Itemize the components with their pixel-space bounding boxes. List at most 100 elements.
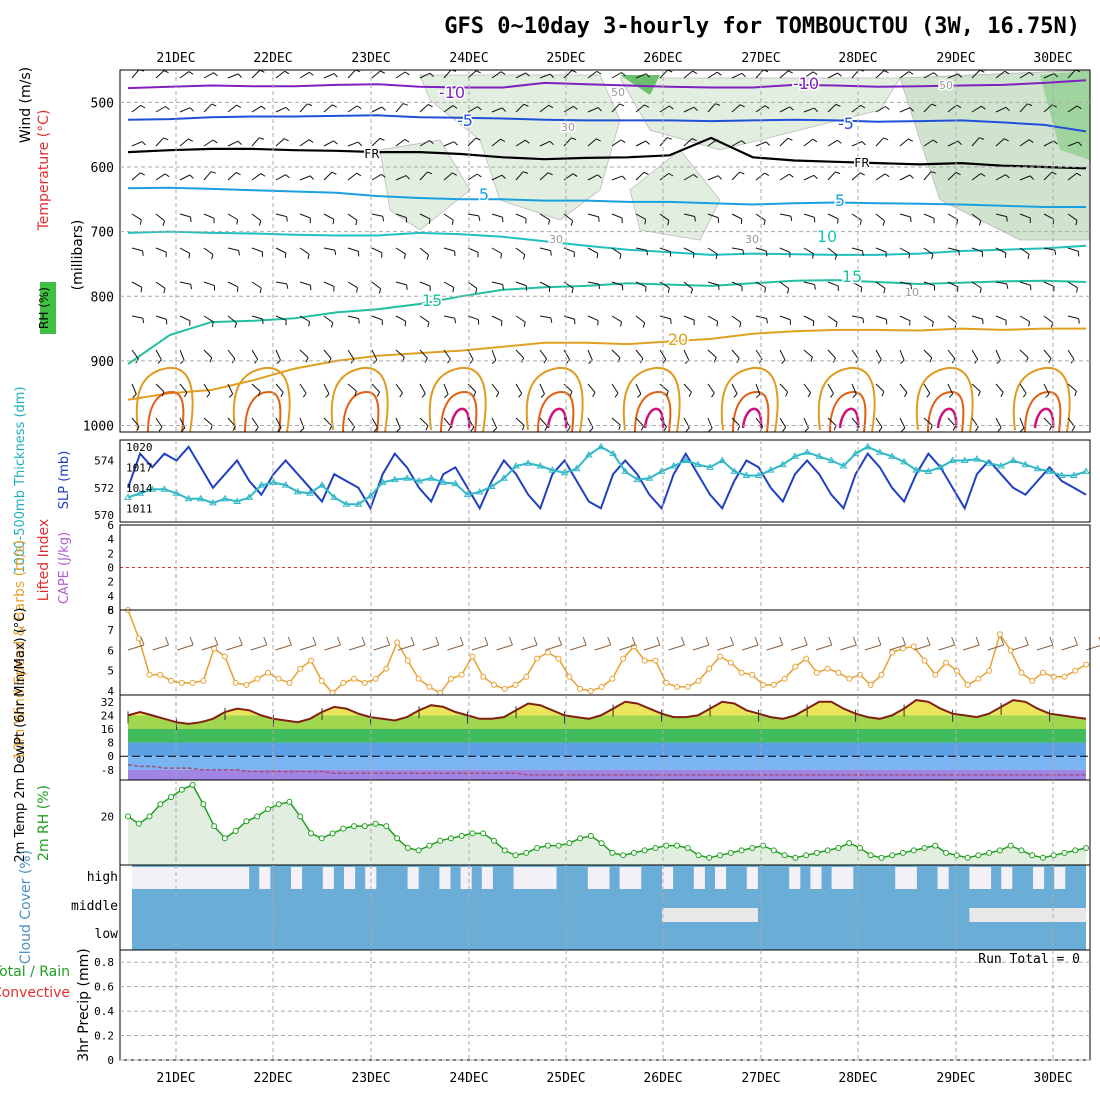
rh-point [706,854,713,861]
wind-barb [1019,427,1025,433]
wind-barb [803,417,809,429]
wind-barb [587,107,599,113]
wind-barb [203,281,215,287]
wind-barb [875,281,886,289]
temp-line [127,699,1087,725]
cloud-high-clear [153,867,165,889]
wind-barb [1043,383,1050,395]
li-tick: 4 [107,590,114,603]
wind-barb [707,383,715,394]
wind-barb [475,288,478,294]
wind-barb [283,138,289,142]
wind-barb [237,140,242,145]
surface-wind-barb [410,636,415,646]
wind-barb [995,383,1004,393]
surface-wind-barb [533,636,538,646]
wind-barb [323,104,333,113]
thickness-point [706,463,714,470]
wind-barb [899,213,911,218]
wind-barb [803,213,815,218]
li-tick: 4 [107,533,114,546]
rh-point [846,840,853,847]
wind-barb [1004,252,1007,259]
wind-barb [257,391,261,397]
wind-barb [284,70,290,75]
wind-speed-point [340,679,347,686]
wind-barb [236,219,239,225]
thickness-point [669,461,678,469]
wind-barb [443,383,449,395]
wind-barb [670,318,672,324]
wind-barb [694,216,696,222]
wind-speed-point [1018,669,1025,676]
wind-tick: 6 [107,644,114,657]
temp-tick: 24 [101,709,115,722]
surface-wind-barb [668,644,685,651]
wind-barb [443,69,452,79]
wind-barb [419,140,430,147]
wind-barb [862,318,865,324]
cloud-high-clear [1054,867,1066,889]
rh-point [189,781,196,788]
wind-speed-point [695,677,702,684]
wind-barb [755,393,761,399]
wind-barb [443,213,454,221]
wind-barb [347,247,359,252]
rh-point [598,840,605,847]
wind-barb [923,213,935,219]
surface-wind-barb [435,636,440,646]
isotherm-loop [634,390,672,433]
wind-barb [211,321,214,327]
wind-barb [188,138,194,142]
wind-barb [467,315,479,321]
wind-barb [659,69,669,79]
wind-barb [251,69,261,79]
wind-barb [587,70,598,79]
rh-tick: 20 [101,810,114,823]
date-label-bottom: 23DEC [351,1071,390,1086]
isotherm-loop [1012,366,1071,433]
wind-barb [621,175,627,181]
wind-barb [611,247,622,255]
wind-barb [995,417,1002,428]
wind-barb [443,281,454,288]
wind-speed-point [480,673,487,680]
wind-barb [371,281,381,290]
thickness-point [1033,464,1042,472]
slp-tick: 1020 [126,441,153,454]
wind-barb [162,220,166,226]
surface-wind-barb [791,644,808,651]
wind-barb [851,281,862,288]
surface-wind-barb [1085,645,1100,651]
cloud-high-clear [206,867,218,889]
isotherm-loop [232,366,291,433]
wind-barb [425,425,429,431]
wind-barb [155,383,165,393]
wind-barb [142,250,144,256]
wind-barb [179,315,191,322]
surface-wind-barb [1049,636,1054,646]
rh-point [695,852,702,859]
wind-barb [779,70,789,79]
wind-speed-point [910,643,917,650]
isotherm-FR [127,136,1087,170]
wind-barb [515,103,525,113]
cloud-high-clear [439,867,451,889]
wind-barb [1077,141,1083,147]
thickness-point [633,475,642,483]
wind-speed-point [534,655,541,662]
wind-barb [1071,426,1076,432]
wind-barb [1067,383,1077,392]
rh-point [404,845,411,851]
wind-barb [1019,383,1027,394]
wind-barb [258,220,262,226]
rh-point [781,852,788,859]
wind-barb [862,250,864,256]
wind-barb [521,357,525,363]
wind-barb [646,250,649,256]
surface-wind-barb [447,644,464,651]
wind-barb [355,220,358,226]
rh-point [1029,852,1036,859]
cloud-level: high [87,870,118,885]
wind-barb [347,213,358,221]
